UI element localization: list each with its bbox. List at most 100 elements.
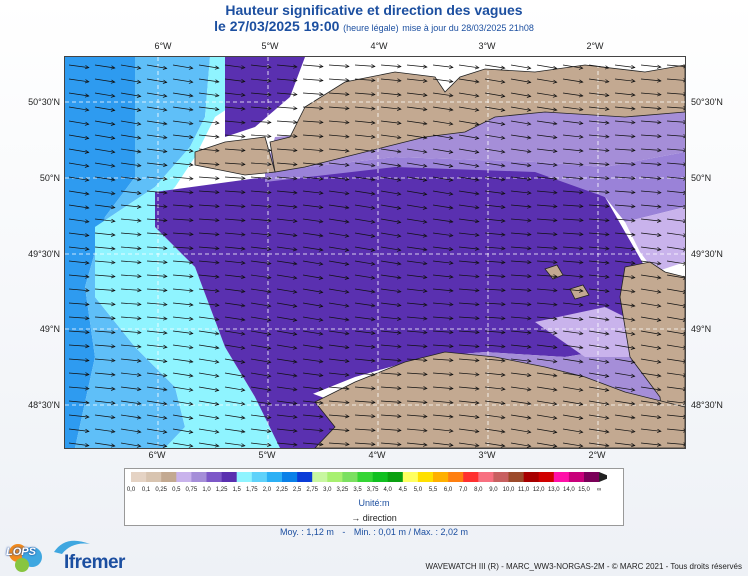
- wave-arrow: [250, 78, 271, 82]
- wave-arrow-head: [110, 429, 116, 434]
- wave-arrow: [432, 106, 453, 111]
- wave-arrow: [354, 330, 375, 334]
- wave-arrow: [146, 344, 167, 348]
- lon-tick-top: 5°W: [261, 41, 279, 51]
- wave-arrow-head: [266, 359, 272, 364]
- wave-arrow: [276, 260, 297, 265]
- wave-arrow: [536, 442, 557, 447]
- wave-arrow-head: [137, 260, 142, 265]
- wave-arrow-head: [136, 358, 142, 363]
- wave-arrow-head: [163, 316, 168, 321]
- color-scale-swatch: [342, 472, 358, 482]
- wave-arrow-head: [188, 162, 194, 167]
- lon-tick-top: 3°W: [478, 41, 496, 51]
- wave-arrow-head: [526, 93, 532, 98]
- wave-arrow: [172, 344, 193, 349]
- wave-arrow-head: [605, 232, 610, 237]
- wave-arrow-head: [188, 107, 194, 112]
- color-scale-label: 0,25: [155, 487, 168, 493]
- wave-arrow-head: [579, 274, 584, 279]
- wave-arrow: [458, 316, 480, 319]
- wave-arrow: [276, 120, 298, 123]
- wave-arrow: [380, 428, 401, 431]
- wave-arrow: [302, 260, 323, 265]
- wave-arrow-head: [500, 121, 506, 126]
- wave-arrow-head: [500, 204, 506, 210]
- wave-arrow-head: [215, 232, 220, 237]
- wave-arrow: [510, 344, 531, 348]
- wave-arrow: [94, 358, 115, 362]
- wave-arrow-head: [526, 65, 532, 70]
- wave-arrow: [666, 316, 685, 321]
- wave-arrow-head: [240, 401, 246, 406]
- wave-arrow-head: [423, 400, 428, 405]
- wave-arrow-head: [475, 274, 480, 279]
- wave-arrow-head: [552, 387, 558, 392]
- wave-arrow-head: [605, 246, 610, 251]
- wave-arrow: [172, 78, 193, 83]
- wave-arrow: [510, 64, 531, 69]
- wave-arrow: [588, 386, 609, 391]
- wave-arrow: [588, 414, 609, 419]
- wave-arrow: [328, 288, 349, 293]
- wave-arrow-head: [474, 65, 480, 70]
- wave-arrow-head: [397, 400, 402, 405]
- wave-arrow-head: [292, 233, 298, 238]
- wave-arrow-head: [604, 79, 610, 84]
- wave-arrow: [354, 400, 375, 403]
- wave-arrow-head: [449, 344, 454, 349]
- wave-arrow: [250, 316, 271, 321]
- wave-arrow: [458, 64, 479, 69]
- wave-arrow-head: [110, 79, 116, 84]
- stats-separator: -: [342, 527, 346, 537]
- wave-arrow: [666, 92, 685, 95]
- wave-arrow-head: [526, 443, 532, 448]
- wave-arrow: [614, 302, 635, 307]
- wave-arrow: [458, 260, 479, 264]
- wave-arrow-head: [292, 204, 298, 209]
- wave-arrow: [510, 414, 531, 419]
- wave-arrow: [640, 120, 661, 123]
- wave-arrow: [406, 302, 427, 306]
- wave-arrow: [94, 64, 115, 69]
- wave-arrow-head: [240, 303, 246, 308]
- wave-arrow-head: [500, 191, 506, 196]
- wave-arrow-head: [683, 148, 685, 153]
- wave-arrow-head: [371, 372, 376, 377]
- wave-arrow: [302, 106, 324, 109]
- wave-arrow: [432, 442, 453, 446]
- wave-arrow: [562, 386, 583, 391]
- wave-arrow: [562, 190, 583, 193]
- wave-arrow-head: [500, 163, 506, 168]
- wave-arrow-head: [683, 78, 685, 83]
- color-scale-label: 7,0: [459, 487, 468, 493]
- wave-arrow-head: [656, 345, 662, 350]
- wave-arrow-head: [423, 358, 428, 363]
- wave-arrow: [250, 176, 271, 179]
- wave-arrow: [328, 330, 349, 335]
- wave-arrow-head: [422, 288, 428, 293]
- wave-arrow: [458, 358, 479, 361]
- wave-arrow: [432, 218, 453, 223]
- wave-arrow: [250, 330, 271, 335]
- wave-arrow-head: [423, 316, 428, 321]
- wave-arrow-head: [682, 345, 685, 350]
- wave-arrow: [120, 372, 141, 376]
- wave-arrow: [380, 274, 401, 279]
- wave-arrow: [406, 344, 427, 347]
- wave-map: [64, 56, 686, 449]
- wave-arrow-head: [578, 387, 584, 392]
- wave-arrow-head: [474, 191, 480, 196]
- wave-arrow-head: [345, 64, 350, 69]
- wave-arrow: [224, 274, 245, 278]
- wave-arrow: [536, 148, 557, 152]
- wave-arrow-head: [345, 120, 350, 125]
- wave-arrow-head: [396, 261, 402, 266]
- wave-arrow: [302, 274, 323, 279]
- color-scale-swatch: [402, 472, 419, 482]
- wave-arrow: [250, 120, 271, 123]
- wave-arrow: [146, 358, 167, 362]
- wave-arrow: [536, 78, 557, 83]
- direction-arrow-icon: →: [351, 513, 361, 523]
- wave-arrow-head: [552, 330, 558, 335]
